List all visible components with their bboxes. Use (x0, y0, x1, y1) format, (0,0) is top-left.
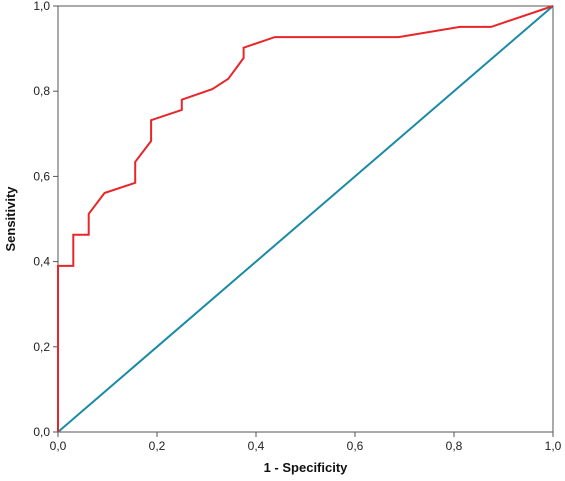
y-tick-label: 1,0 (33, 0, 50, 13)
x-tick-label: 0,8 (446, 439, 463, 453)
y-tick-label: 0,4 (33, 255, 50, 269)
x-axis-ticks: 0,0 0,2 0,4 0,6 0,8 1,0 (50, 432, 562, 453)
y-axis-ticks: 0,0 0,2 0,4 0,6 0,8 1,0 (33, 0, 58, 439)
plot-area (57, 5, 554, 433)
y-axis-title: Sensitivity (3, 186, 18, 252)
y-tick-label: 0,0 (33, 425, 50, 439)
y-tick-label: 0,6 (33, 169, 50, 183)
x-tick-label: 0,2 (149, 439, 166, 453)
x-tick-label: 0,6 (347, 439, 364, 453)
x-axis-title: 1 - Specificity (264, 460, 349, 475)
plot-frame (57, 5, 554, 433)
roc-curve-line (57, 5, 554, 432)
x-tick-label: 0,4 (248, 439, 265, 453)
x-tick-label: 1,0 (545, 439, 562, 453)
x-tick-label: 0,0 (50, 439, 67, 453)
series-layer (57, 5, 554, 433)
y-tick-label: 0,2 (33, 340, 50, 354)
reference-diagonal-line (57, 5, 554, 433)
y-tick-label: 0,8 (33, 84, 50, 98)
